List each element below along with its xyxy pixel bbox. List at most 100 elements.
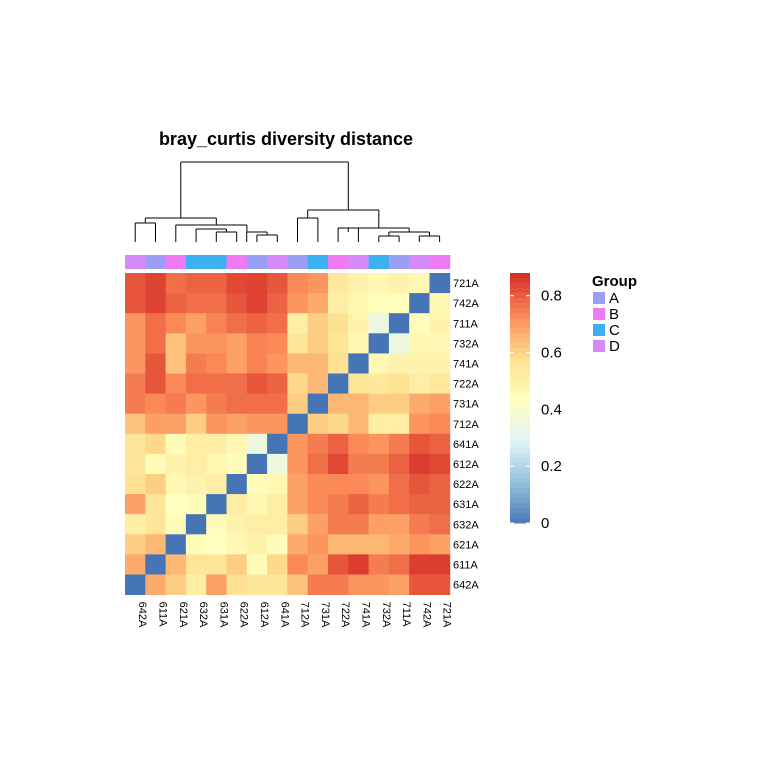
heatmap-cell bbox=[429, 474, 451, 495]
colorbar-segment bbox=[510, 288, 530, 294]
heatmap-cell bbox=[328, 494, 349, 515]
row-label: 622A bbox=[453, 479, 479, 491]
heatmap-cell bbox=[307, 393, 329, 415]
row-labels: 721A 742A 711A 732A 741A 722A 731A 712A 641A 612A… bbox=[453, 278, 479, 592]
colorbar-segment bbox=[510, 403, 530, 409]
heatmap-cell bbox=[267, 393, 288, 415]
row-label: 621A bbox=[453, 539, 479, 551]
heatmap-cell bbox=[388, 453, 410, 475]
heatmap-cell bbox=[226, 514, 248, 535]
group-annotation-cell bbox=[388, 255, 410, 269]
heatmap-cell bbox=[145, 313, 166, 334]
colorbar-segment bbox=[510, 273, 530, 279]
heatmap-cell bbox=[267, 534, 288, 555]
heatmap-cell bbox=[429, 433, 451, 455]
heatmap-cell bbox=[226, 293, 248, 314]
heatmap-cell bbox=[328, 433, 349, 455]
heatmap-cell bbox=[307, 293, 329, 314]
heatmap-cell bbox=[267, 453, 288, 475]
heatmap-cell bbox=[328, 574, 349, 595]
colorbar-segment bbox=[510, 383, 530, 389]
heatmap-cell bbox=[368, 373, 390, 394]
heatmap-cell bbox=[307, 413, 329, 435]
heatmap-cell bbox=[185, 293, 207, 314]
heatmap-cell bbox=[287, 453, 309, 475]
heatmap-cell bbox=[246, 273, 268, 294]
group-annotation-cell bbox=[226, 255, 248, 269]
heatmap-cell bbox=[348, 393, 369, 415]
heatmap-cell bbox=[348, 433, 369, 455]
heatmap-cell bbox=[125, 554, 146, 575]
heatmap-cell bbox=[206, 574, 227, 595]
heatmap-cell bbox=[429, 534, 451, 555]
legend-swatch bbox=[593, 340, 605, 352]
heatmap-cell bbox=[267, 554, 288, 575]
colorbar-tick-label: 0.4 bbox=[541, 401, 562, 418]
heatmap-cell bbox=[287, 373, 309, 394]
column-label: 731A bbox=[319, 602, 331, 628]
heatmap-cell bbox=[165, 293, 187, 314]
heatmap-cell bbox=[185, 453, 207, 475]
colorbar-segment bbox=[510, 433, 530, 439]
heatmap-cell bbox=[307, 433, 329, 455]
heatmap-cell bbox=[429, 494, 451, 515]
heatmap-cell bbox=[206, 413, 227, 435]
heatmap-cell bbox=[246, 494, 268, 515]
colorbar-tick-label: 0 bbox=[541, 515, 549, 532]
heatmap-cell bbox=[185, 273, 207, 294]
heatmap-cell bbox=[348, 353, 369, 374]
row-label: 742A bbox=[453, 298, 479, 310]
heatmap-cell bbox=[267, 313, 288, 334]
heatmap-cell bbox=[185, 433, 207, 455]
heatmap-cell bbox=[125, 474, 146, 495]
heatmap-cell bbox=[246, 534, 268, 555]
heatmap-cell bbox=[185, 393, 207, 415]
heatmap-cell bbox=[206, 333, 227, 354]
colorbar-segment bbox=[510, 338, 530, 344]
heatmap-cell bbox=[429, 373, 451, 394]
colorbar-segment bbox=[510, 413, 530, 419]
row-label: 632A bbox=[453, 519, 479, 531]
heatmap-cell bbox=[348, 273, 369, 294]
heatmap-cell bbox=[368, 514, 390, 535]
heatmap-cell bbox=[165, 574, 187, 595]
colorbar-segment bbox=[510, 463, 530, 469]
heatmap-cell bbox=[429, 574, 451, 595]
heatmap-cell bbox=[368, 313, 390, 334]
heatmap-cell bbox=[328, 474, 349, 495]
heatmap-cell bbox=[125, 393, 146, 415]
heatmap-cell bbox=[165, 534, 187, 555]
column-label: 641A bbox=[278, 602, 290, 628]
colorbar-segment bbox=[510, 313, 530, 319]
colorbar-segment bbox=[510, 408, 530, 414]
colorbar-segment bbox=[510, 493, 530, 499]
heatmap-cell bbox=[226, 453, 248, 475]
row-label: 722A bbox=[453, 379, 479, 391]
row-label: 741A bbox=[453, 358, 479, 370]
heatmap-cell bbox=[226, 413, 248, 435]
heatmap-cell bbox=[348, 554, 369, 575]
heatmap-cell bbox=[307, 313, 329, 334]
heatmap-cell bbox=[246, 554, 268, 575]
heatmap-cell bbox=[125, 574, 146, 595]
heatmap-cell bbox=[409, 273, 430, 294]
heatmap-cell bbox=[409, 514, 430, 535]
heatmap-cell bbox=[388, 393, 410, 415]
heatmap-cell bbox=[328, 514, 349, 535]
heatmap-cell bbox=[165, 273, 187, 294]
heatmap-cell bbox=[185, 534, 207, 555]
colorbar-segment bbox=[510, 438, 530, 444]
heatmap-cell bbox=[267, 514, 288, 535]
heatmap-cell bbox=[287, 413, 309, 435]
heatmap-cell bbox=[287, 393, 309, 415]
heatmap-cell bbox=[287, 574, 309, 595]
heatmap-cell bbox=[206, 514, 227, 535]
heatmap-cell bbox=[267, 353, 288, 374]
row-label: 732A bbox=[453, 338, 479, 350]
heatmap-cell bbox=[388, 514, 410, 535]
heatmap-cell bbox=[368, 413, 390, 435]
heatmap-cell bbox=[388, 433, 410, 455]
heatmap-cell bbox=[145, 514, 166, 535]
heatmap-cell bbox=[287, 313, 309, 334]
heatmap-cell bbox=[267, 474, 288, 495]
